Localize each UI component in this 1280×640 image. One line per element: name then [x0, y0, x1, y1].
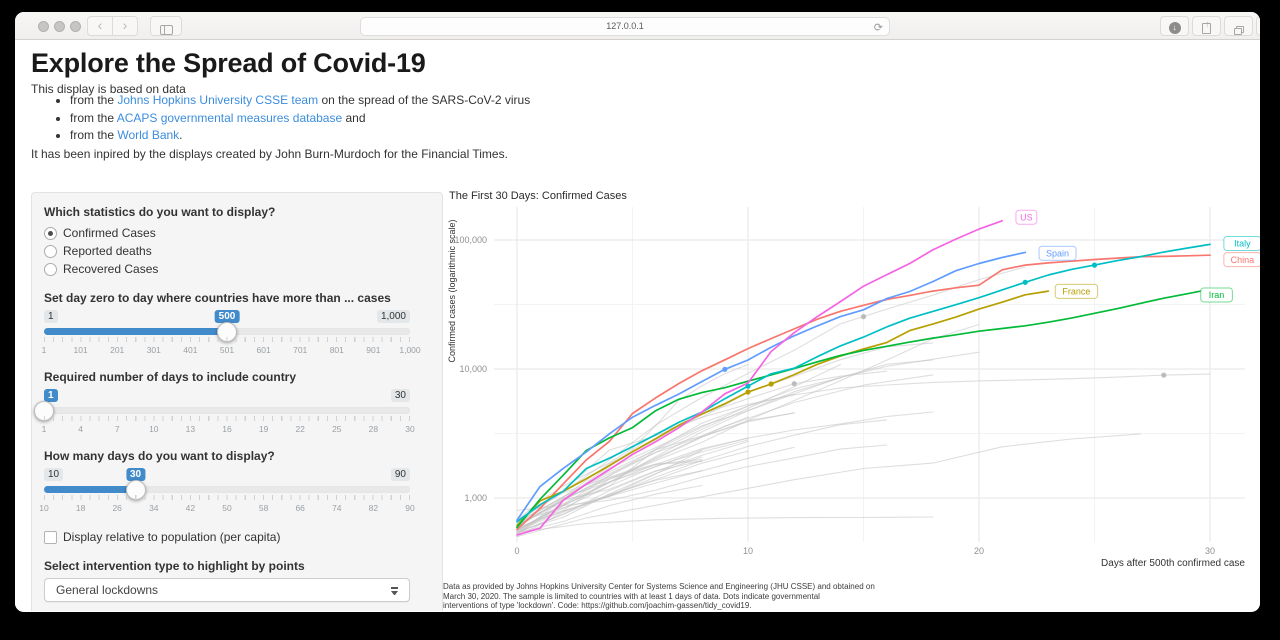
svg-text:100,000: 100,000 [454, 235, 487, 245]
list-item: from the Johns Hopkins University CSSE t… [70, 92, 530, 110]
slider-min-badge: 1 [44, 310, 58, 323]
covid-chart: 100,000 10,000 1,000 0 10 20 30 China France Iran… [433, 185, 1260, 611]
svg-text:1,000: 1,000 [464, 493, 487, 503]
day-zero-label: Set day zero to day where countries have… [44, 291, 391, 305]
page-title: Explore the Spread of Covid-19 [31, 48, 426, 78]
url-text: 127.0.0.1 [606, 20, 644, 31]
credit-text: It has been inpired by the displays crea… [31, 147, 508, 161]
svg-text:10: 10 [743, 546, 753, 556]
browser-window: ‹ › 127.0.0.1 ⟳ ↓ ↑ + Explore the Spread … [15, 12, 1260, 612]
close-window-button[interactable] [38, 20, 49, 32]
svg-text:10,000: 10,000 [459, 364, 487, 374]
reload-icon[interactable]: ⟳ [873, 21, 883, 34]
chart-caption: March 30, 2020. The sample is limited to… [443, 591, 820, 601]
svg-text:0: 0 [514, 546, 519, 556]
slider-ticks [44, 416, 410, 421]
chart-caption: interventions of type 'lockdown'. Code: … [443, 601, 752, 610]
chevron-down-icon [391, 587, 398, 595]
chart-title: The First 30 Days: Confirmed Cases [449, 190, 627, 202]
zoom-window-button[interactable] [70, 20, 81, 32]
sidebar-panel: Which statistics do you want to display?… [31, 192, 443, 611]
checkbox-icon[interactable] [44, 530, 57, 544]
svg-text:US: US [1020, 212, 1033, 222]
address-bar[interactable]: 127.0.0.1 ⟳ [360, 16, 890, 36]
x-axis-label: Days after 500th confirmed case [1101, 558, 1245, 569]
acaps-link[interactable]: ACAPS governmental measures database [116, 110, 343, 125]
slider-required-days[interactable]: 1 30 1 4 7 10 13 16 19 22 25 28 30 [34, 389, 415, 439]
intro-text: This display is based on data [31, 82, 186, 96]
share-icon: ↑ [1202, 19, 1211, 34]
chart-plot: 100,000 10,000 1,000 0 10 20 30 China France Iran… [454, 207, 1260, 556]
slider-value-badge: 30 [125, 468, 146, 481]
slider-tick-labels: 10 18 26 34 42 50 58 66 74 82 90 [39, 503, 415, 513]
minimize-window-button[interactable] [54, 20, 65, 32]
world-bank-link[interactable]: World Bank [117, 128, 180, 142]
slider-max-badge: 90 [390, 468, 410, 481]
forward-button[interactable]: › [112, 16, 138, 36]
per-capita-checkbox[interactable]: Display relative to population (per capi… [44, 528, 430, 546]
downloads-button[interactable]: ↓ [1160, 16, 1189, 36]
slider-fill [44, 328, 227, 335]
radio-icon[interactable] [44, 244, 57, 258]
svg-text:France: France [1062, 287, 1090, 297]
slider-ticks [44, 337, 410, 342]
y-axis-label: Confirmed cases (logarithmic scale) [447, 219, 457, 363]
slider-value-badge: 1 [44, 389, 58, 402]
svg-text:20: 20 [974, 546, 984, 556]
svg-text:China: China [1231, 255, 1255, 265]
app-page: Explore the Spread of Covid-19 This disp… [15, 40, 1260, 611]
svg-text:Spain: Spain [1046, 248, 1069, 258]
radio-reported-deaths[interactable]: Reported deaths [44, 242, 430, 260]
slider-track[interactable] [44, 407, 410, 414]
intervention-select[interactable]: General lockdowns [44, 578, 410, 602]
slider-max-badge: 30 [390, 389, 410, 402]
download-icon: ↓ [1168, 22, 1181, 34]
slider-value-badge: 500 [214, 310, 240, 323]
svg-text:Iran: Iran [1209, 290, 1225, 300]
list-item: from the ACAPS governmental measures dat… [70, 110, 530, 128]
tab-overview-button[interactable] [1224, 16, 1253, 36]
slider-day-zero[interactable]: 1 500 1,000 1 101 201 301 401 501 601 701 801 901 1,0… [41, 310, 421, 360]
slider-tick-labels: 1 101 201 301 401 501 601 701 801 901 1,000 [41, 345, 421, 355]
share-button[interactable]: ↑ [1192, 16, 1221, 36]
display-days-label: How many days do you want to display? [44, 449, 275, 463]
browser-toolbar: ‹ › 127.0.0.1 ⟳ ↓ ↑ + [15, 12, 1260, 40]
radio-icon[interactable] [44, 262, 57, 276]
slider-track[interactable] [44, 486, 410, 493]
svg-text:30: 30 [1205, 546, 1215, 556]
slider-min-badge: 10 [44, 468, 64, 481]
radio-icon[interactable] [44, 226, 57, 240]
slider-max-badge: 1,000 [376, 310, 410, 323]
sidebar-icon [159, 24, 173, 35]
chart-caption: Data as provided by Johns Hopkins Univer… [443, 582, 875, 591]
statistic-label: Which statistics do you want to display? [44, 205, 276, 219]
slider-display-days[interactable]: 10 30 90 10 18 26 34 42 50 58 66 74 82 90 [39, 468, 415, 518]
back-button[interactable]: ‹ [87, 16, 113, 36]
svg-text:Italy: Italy [1234, 239, 1251, 249]
radio-recovered-cases[interactable]: Recovered Cases [44, 260, 430, 278]
sidebar-toggle-button[interactable] [150, 16, 182, 36]
jhu-csse-link[interactable]: Johns Hopkins University CSSE team [117, 93, 319, 107]
intervention-label: Select intervention type to highlight by… [44, 559, 305, 573]
required-days-label: Required number of days to include count… [44, 370, 297, 384]
data-source-list: from the Johns Hopkins University CSSE t… [31, 92, 530, 145]
slider-fill [44, 486, 136, 493]
radio-confirmed-cases[interactable]: Confirmed Cases [44, 224, 430, 242]
new-tab-button[interactable]: + [1256, 16, 1260, 36]
tabs-icon [1233, 26, 1244, 35]
slider-tick-labels: 1 4 7 10 13 16 19 22 25 28 30 [41, 424, 415, 434]
list-item: from the World Bank. [70, 127, 530, 145]
slider-ticks [44, 495, 410, 500]
